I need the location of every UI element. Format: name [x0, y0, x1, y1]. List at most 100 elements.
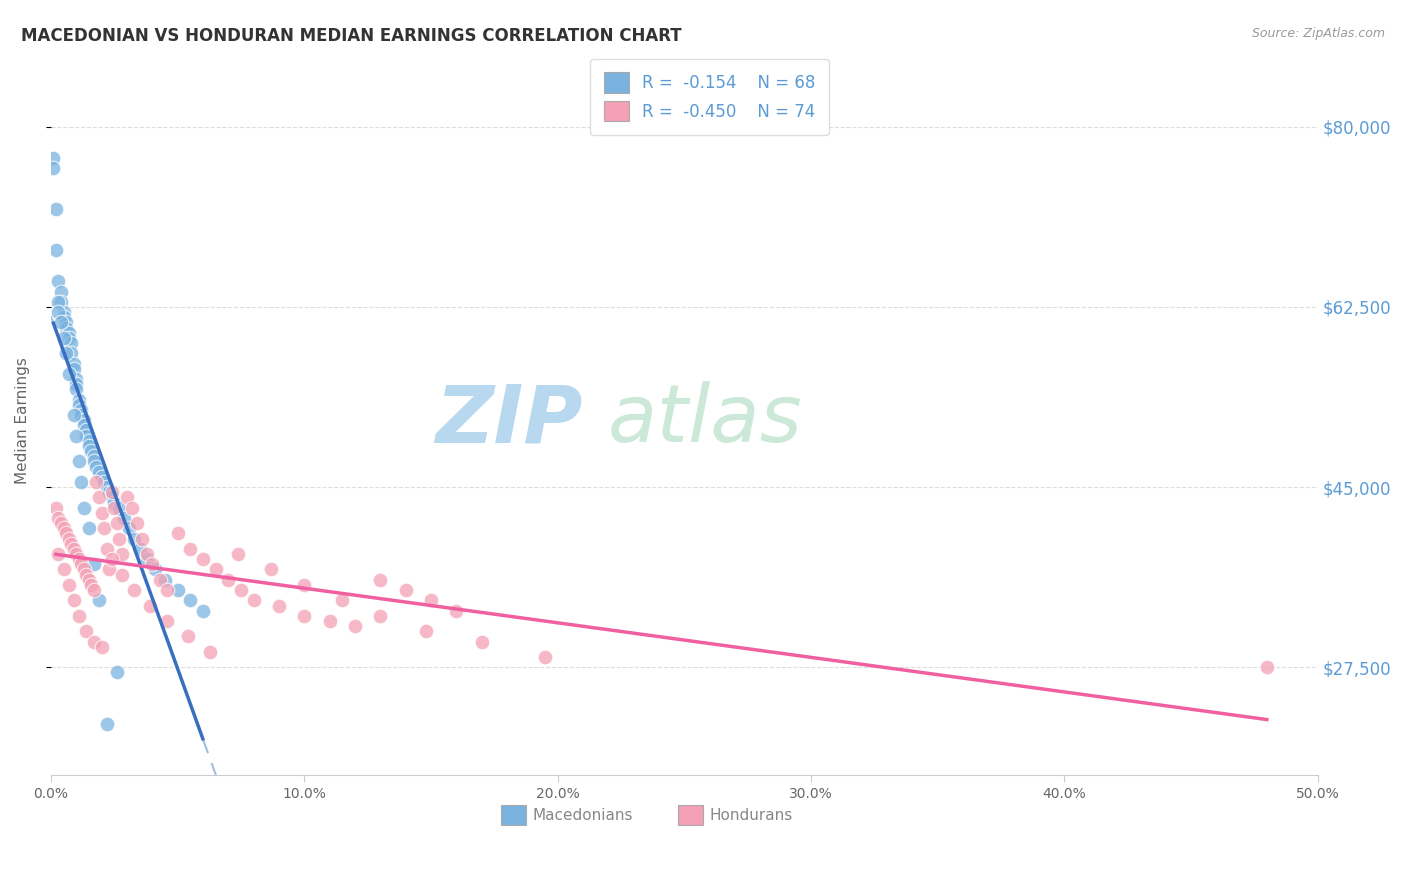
- Point: [96, 717, 118, 731]
- Point: [45, 202, 67, 216]
- Point: [67, 454, 90, 468]
- Point: [343, 619, 366, 633]
- Point: [73, 562, 96, 576]
- Point: [60, 537, 83, 551]
- Point: [330, 593, 353, 607]
- Point: [73, 500, 96, 515]
- Point: [191, 604, 214, 618]
- Point: [166, 583, 188, 598]
- Point: [70, 408, 93, 422]
- Point: [100, 485, 122, 500]
- Point: [67, 392, 90, 407]
- Point: [49, 285, 72, 299]
- Point: [534, 650, 557, 665]
- Point: [141, 558, 163, 572]
- Point: [368, 608, 391, 623]
- Text: MACEDONIAN VS HONDURAN MEDIAN EARNINGS CORRELATION CHART: MACEDONIAN VS HONDURAN MEDIAN EARNINGS C…: [21, 27, 682, 45]
- Point: [83, 558, 105, 572]
- Point: [292, 608, 315, 623]
- Point: [75, 567, 97, 582]
- Point: [105, 516, 128, 531]
- Point: [48, 274, 70, 288]
- Point: [58, 578, 80, 592]
- Point: [103, 500, 125, 515]
- Point: [67, 552, 90, 566]
- Point: [200, 645, 222, 659]
- Point: [52, 305, 75, 319]
- Point: [67, 608, 90, 623]
- Point: [87, 593, 110, 607]
- Point: [80, 444, 103, 458]
- Point: [65, 372, 87, 386]
- Text: Source: ZipAtlas.com: Source: ZipAtlas.com: [1251, 27, 1385, 40]
- Point: [96, 541, 118, 556]
- Point: [96, 480, 118, 494]
- Point: [394, 583, 416, 598]
- Point: [75, 624, 97, 639]
- Point: [73, 418, 96, 433]
- Point: [136, 547, 159, 561]
- Point: [103, 495, 125, 509]
- Point: [65, 382, 87, 396]
- Point: [77, 521, 100, 535]
- Point: [156, 614, 179, 628]
- Point: [105, 665, 128, 680]
- Point: [98, 562, 121, 576]
- Point: [90, 506, 112, 520]
- Point: [419, 593, 441, 607]
- Legend: R =  -0.154    N = 68, R =  -0.450    N = 74: R = -0.154 N = 68, R = -0.450 N = 74: [591, 59, 828, 135]
- Point: [191, 552, 214, 566]
- Point: [204, 562, 226, 576]
- Point: [52, 310, 75, 325]
- Point: [55, 526, 77, 541]
- Point: [48, 305, 70, 319]
- Point: [111, 547, 134, 561]
- Point: [90, 640, 112, 654]
- Point: [108, 532, 131, 546]
- Point: [65, 547, 87, 561]
- Point: [149, 573, 172, 587]
- Point: [226, 547, 249, 561]
- Point: [67, 398, 90, 412]
- Point: [58, 532, 80, 546]
- Point: [176, 629, 198, 643]
- Text: ZIP: ZIP: [436, 381, 583, 459]
- Point: [242, 593, 264, 607]
- Point: [87, 465, 110, 479]
- Point: [83, 449, 105, 463]
- Point: [75, 428, 97, 442]
- Point: [62, 541, 84, 556]
- Point: [124, 583, 146, 598]
- FancyBboxPatch shape: [501, 805, 526, 825]
- Point: [179, 593, 201, 607]
- Point: [49, 315, 72, 329]
- Point: [58, 326, 80, 340]
- Point: [62, 408, 84, 422]
- Point: [49, 516, 72, 531]
- Point: [100, 552, 122, 566]
- Point: [267, 599, 290, 613]
- Point: [86, 459, 108, 474]
- Point: [125, 516, 148, 531]
- Text: Macedonians: Macedonians: [533, 807, 633, 822]
- Point: [121, 500, 143, 515]
- Point: [87, 491, 110, 505]
- Point: [73, 413, 96, 427]
- Text: atlas: atlas: [609, 381, 803, 459]
- Point: [118, 521, 141, 535]
- Point: [90, 470, 112, 484]
- Point: [444, 604, 467, 618]
- Point: [83, 454, 105, 468]
- Point: [42, 151, 65, 165]
- Point: [65, 428, 87, 442]
- Point: [108, 500, 131, 515]
- Point: [138, 599, 160, 613]
- Point: [62, 593, 84, 607]
- Point: [153, 573, 176, 587]
- Point: [260, 562, 283, 576]
- Point: [48, 511, 70, 525]
- Point: [86, 475, 108, 489]
- Point: [156, 583, 179, 598]
- Point: [70, 558, 93, 572]
- Point: [70, 475, 93, 489]
